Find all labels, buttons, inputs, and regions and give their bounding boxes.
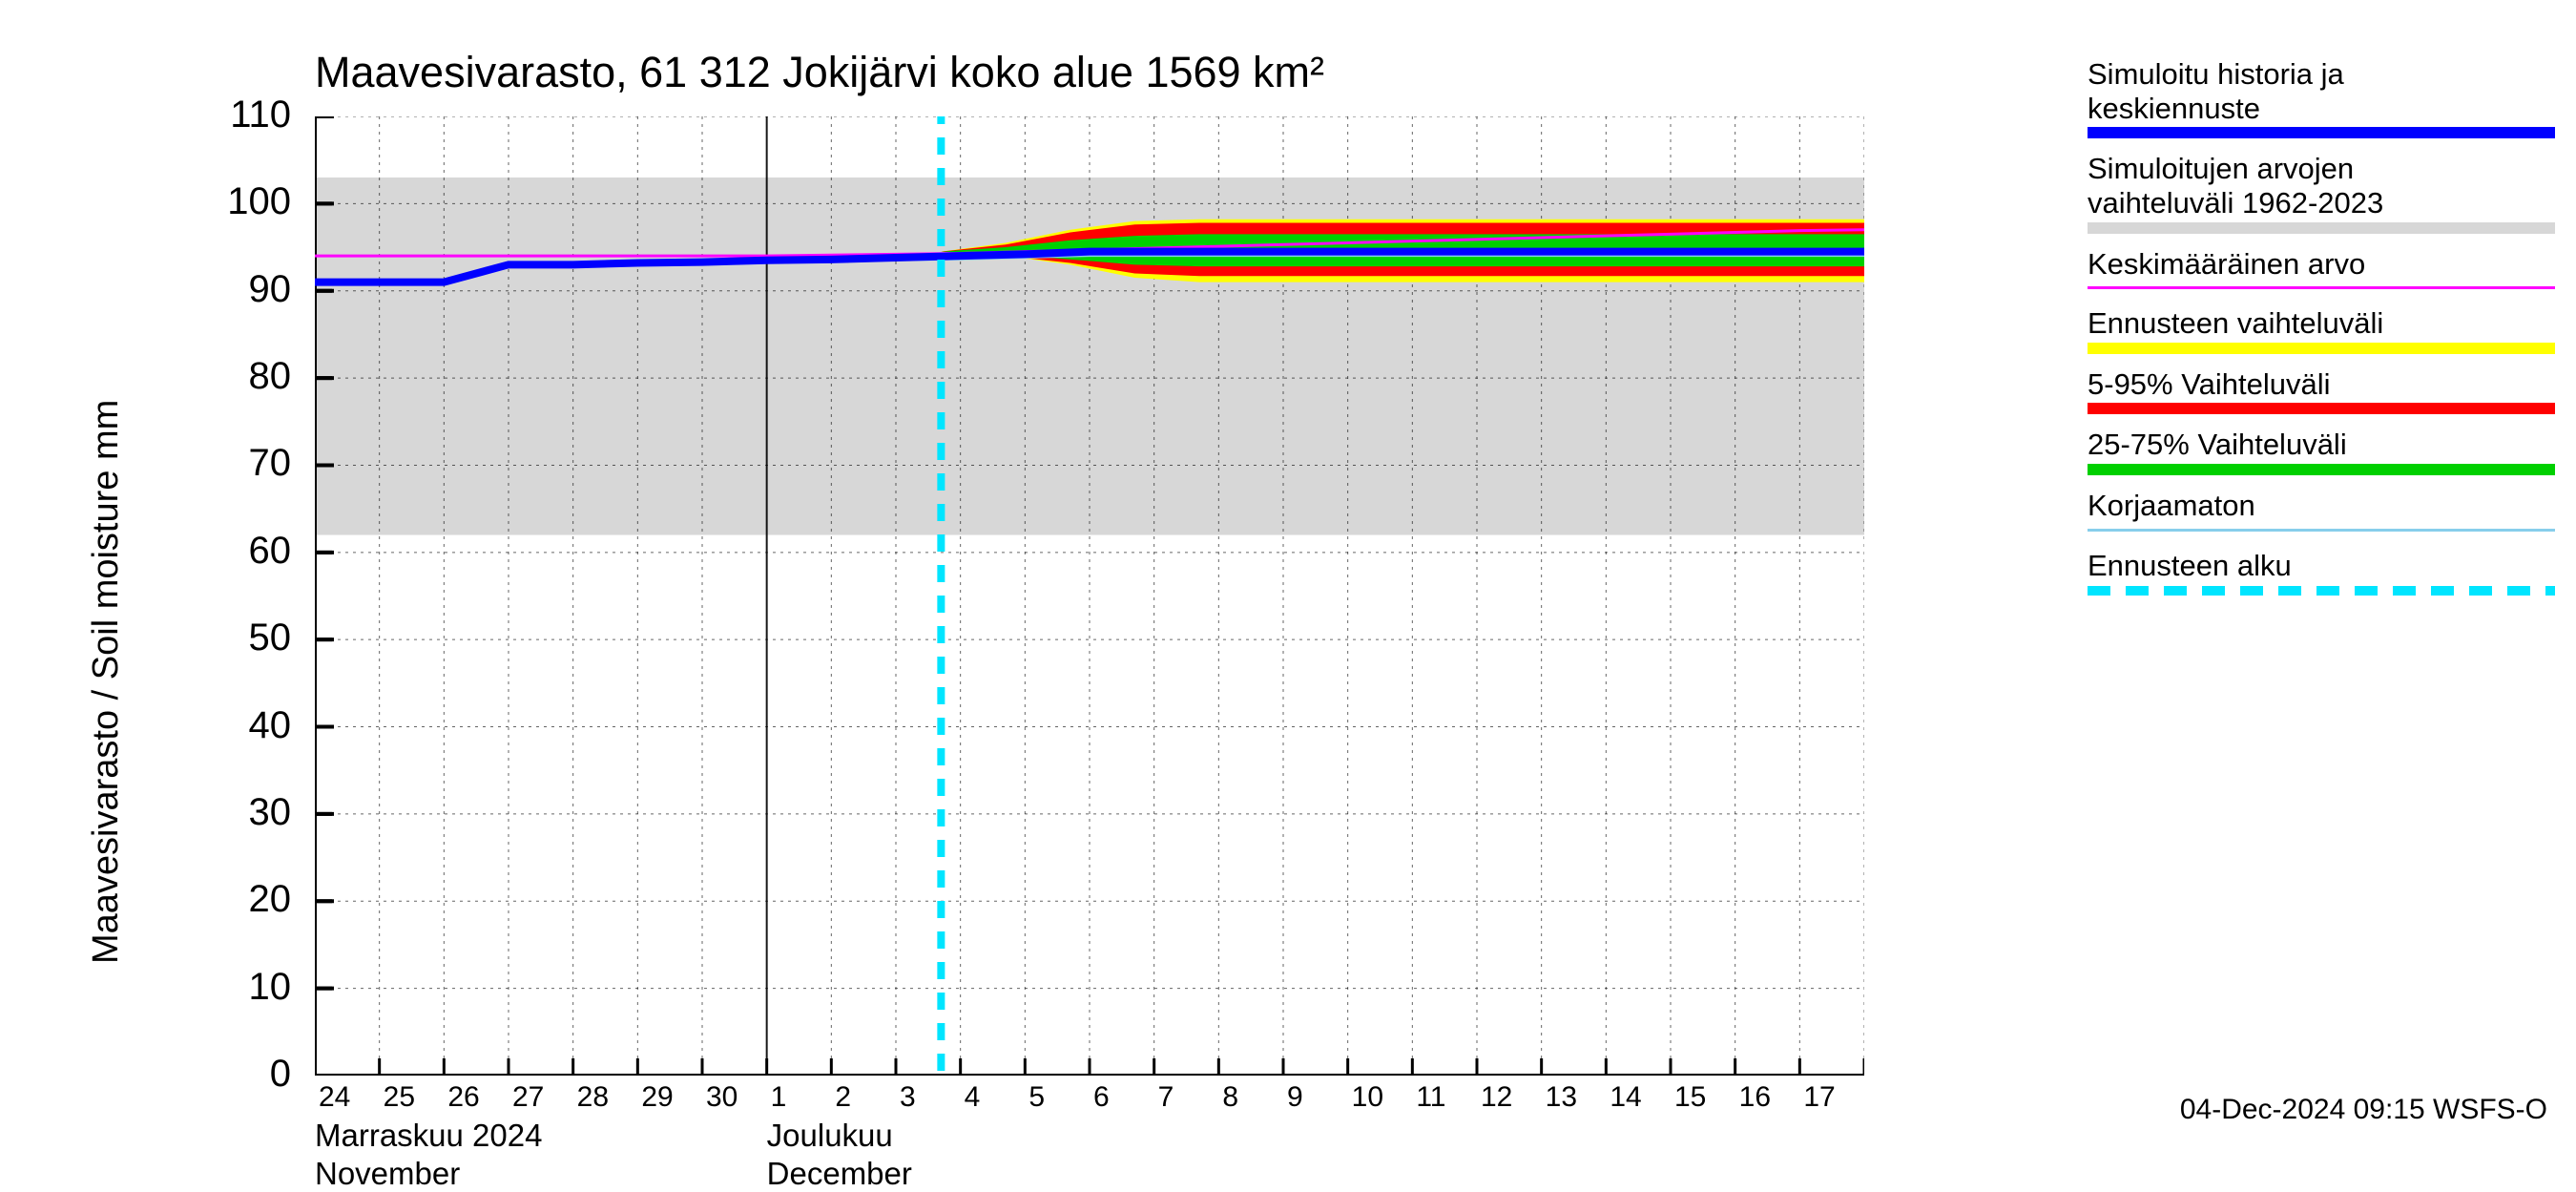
y-tick-label: 30 — [157, 791, 291, 834]
x-tick-label: 11 — [1416, 1081, 1445, 1114]
legend-swatch — [2088, 529, 2555, 532]
month-label: December — [767, 1156, 912, 1192]
y-tick-label: 100 — [157, 180, 291, 223]
legend-swatch — [2088, 343, 2555, 354]
legend-entry: 25-75% Vaihteluväli — [2088, 428, 2555, 475]
plot-area — [315, 116, 1864, 1076]
x-tick-label: 9 — [1287, 1081, 1303, 1114]
legend-swatch — [2088, 286, 2555, 289]
x-tick-label: 15 — [1674, 1081, 1706, 1114]
legend-label: Ennusteen vaihteluväli — [2088, 306, 2555, 341]
y-tick-label: 60 — [157, 530, 291, 573]
month-label: Joulukuu — [767, 1118, 893, 1154]
chart-container: Maavesivarasto, 61 312 Jokijärvi koko al… — [0, 0, 2576, 1145]
legend-entry: Simuloitu historia jakeskiennuste — [2088, 57, 2555, 138]
x-tick-label: 3 — [900, 1081, 916, 1114]
legend-entry: Simuloitujen arvojenvaihteluväli 1962-20… — [2088, 152, 2555, 233]
legend-label: Keskimääräinen arvo — [2088, 247, 2555, 282]
x-tick-label: 12 — [1481, 1081, 1512, 1114]
legend-swatch — [2088, 222, 2555, 234]
month-label: November — [315, 1156, 460, 1192]
x-tick-label: 26 — [447, 1081, 479, 1114]
legend-swatch — [2088, 403, 2555, 414]
x-tick-label: 1 — [771, 1081, 787, 1114]
y-tick-label: 110 — [157, 94, 291, 136]
x-tick-label: 24 — [319, 1081, 350, 1114]
x-tick-label: 2 — [835, 1081, 851, 1114]
footer-timestamp: 04-Dec-2024 09:15 WSFS-O — [2180, 1094, 2547, 1126]
x-tick-label: 16 — [1739, 1081, 1771, 1114]
legend-label: Ennusteen alku — [2088, 549, 2555, 583]
legend-entry: Ennusteen vaihteluväli — [2088, 306, 2555, 354]
legend-label: Simuloitujen arvojen — [2088, 152, 2555, 186]
y-tick-label: 80 — [157, 355, 291, 398]
y-axis-label: Maavesivarasto / Soil moisture mm — [86, 400, 127, 964]
x-tick-label: 6 — [1093, 1081, 1110, 1114]
y-tick-label: 70 — [157, 442, 291, 485]
y-tick-label: 50 — [157, 617, 291, 659]
legend-label: 5-95% Vaihteluväli — [2088, 367, 2555, 402]
y-tick-label: 20 — [157, 878, 291, 921]
x-tick-label: 14 — [1610, 1081, 1641, 1114]
month-label: Marraskuu 2024 — [315, 1118, 542, 1154]
x-tick-label: 28 — [577, 1081, 609, 1114]
legend: Simuloitu historia jakeskiennusteSimuloi… — [2088, 57, 2555, 609]
y-tick-label: 10 — [157, 966, 291, 1009]
x-tick-label: 29 — [641, 1081, 673, 1114]
legend-label: Simuloitu historia ja — [2088, 57, 2555, 92]
legend-swatch — [2088, 464, 2555, 475]
x-tick-label: 17 — [1803, 1081, 1835, 1114]
x-tick-label: 30 — [706, 1081, 737, 1114]
legend-entry: Keskimääräinen arvo — [2088, 247, 2555, 290]
x-tick-label: 8 — [1222, 1081, 1238, 1114]
legend-entry: 5-95% Vaihteluväli — [2088, 367, 2555, 415]
x-tick-label: 25 — [384, 1081, 415, 1114]
chart-title: Maavesivarasto, 61 312 Jokijärvi koko al… — [315, 48, 1324, 97]
legend-label: Korjaamaton — [2088, 489, 2555, 523]
legend-swatch — [2088, 586, 2555, 596]
x-tick-label: 27 — [512, 1081, 544, 1114]
legend-label: keskiennuste — [2088, 92, 2555, 126]
legend-label: 25-75% Vaihteluväli — [2088, 428, 2555, 462]
y-tick-label: 40 — [157, 704, 291, 747]
legend-entry: Ennusteen alku — [2088, 549, 2555, 596]
x-tick-label: 4 — [965, 1081, 981, 1114]
x-tick-label: 7 — [1158, 1081, 1174, 1114]
legend-swatch — [2088, 127, 2555, 138]
y-tick-label: 90 — [157, 268, 291, 311]
x-tick-label: 13 — [1546, 1081, 1577, 1114]
legend-entry: Korjaamaton — [2088, 489, 2555, 532]
x-tick-label: 5 — [1028, 1081, 1045, 1114]
y-tick-label: 0 — [157, 1053, 291, 1096]
legend-label: vaihteluväli 1962-2023 — [2088, 186, 2555, 220]
x-tick-label: 10 — [1352, 1081, 1383, 1114]
